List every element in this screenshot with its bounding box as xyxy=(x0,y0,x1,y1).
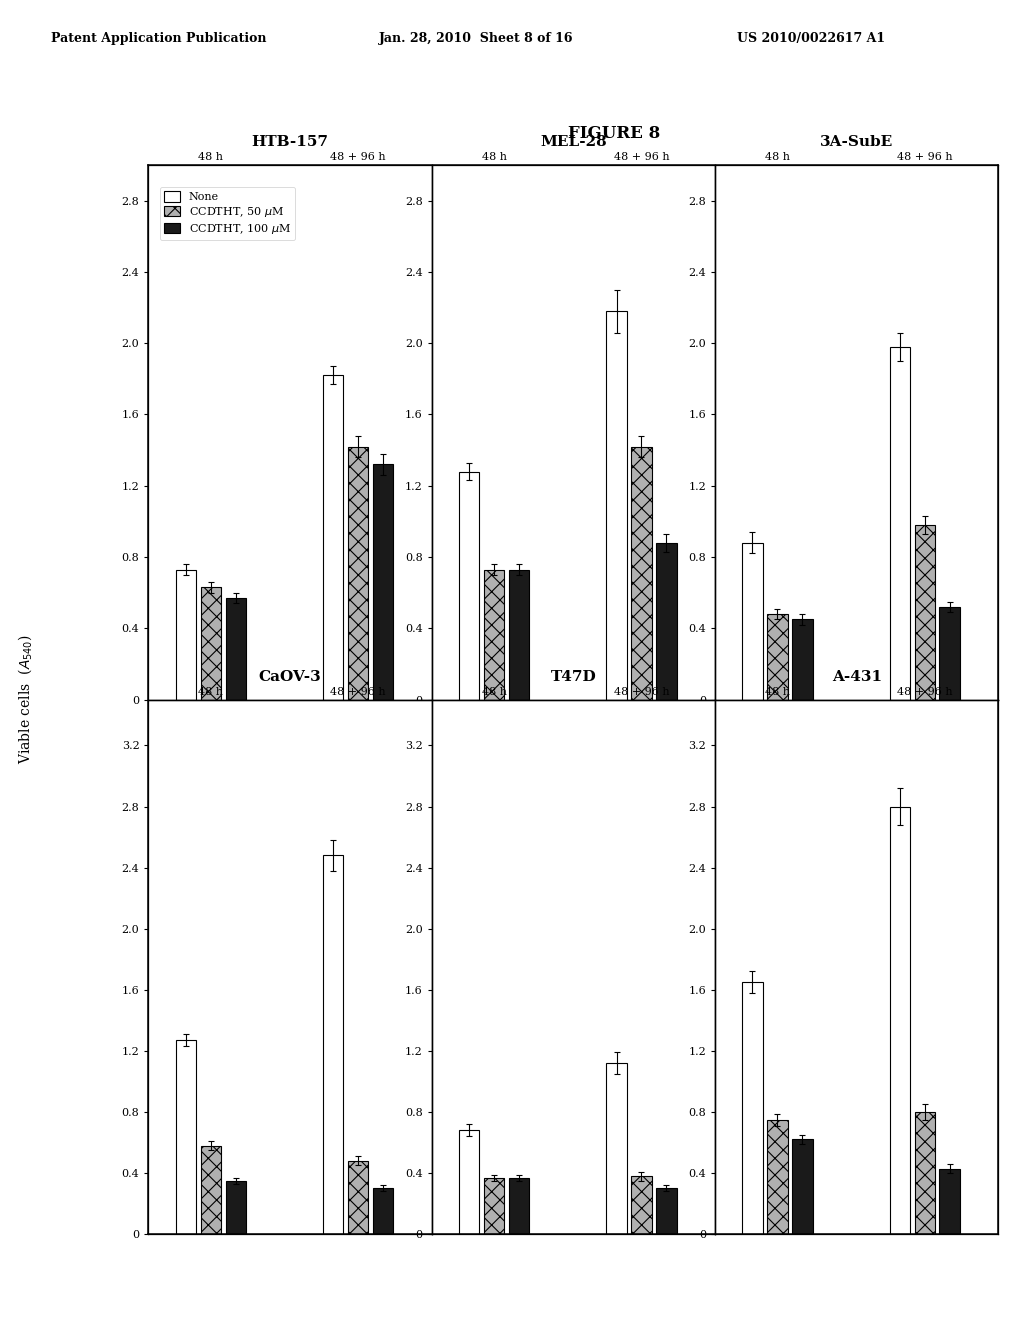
Bar xyxy=(742,982,763,1234)
Bar xyxy=(509,1177,529,1234)
Bar xyxy=(201,1146,221,1234)
Text: 48 + 96 h: 48 + 96 h xyxy=(613,686,670,697)
Bar xyxy=(914,1111,935,1234)
Bar xyxy=(606,312,627,700)
Bar xyxy=(484,569,504,700)
Bar xyxy=(176,1040,196,1234)
Text: Patent Application Publication: Patent Application Publication xyxy=(51,32,266,45)
Bar xyxy=(484,1177,504,1234)
Bar xyxy=(459,1130,479,1234)
Text: 48 h: 48 h xyxy=(765,152,790,162)
Text: 48 + 96 h: 48 + 96 h xyxy=(331,686,386,697)
Text: Viable cells  ($A_{540}$): Viable cells ($A_{540}$) xyxy=(16,635,35,764)
Bar xyxy=(323,855,343,1234)
Text: 48 + 96 h: 48 + 96 h xyxy=(613,152,670,162)
Text: Jan. 28, 2010  Sheet 8 of 16: Jan. 28, 2010 Sheet 8 of 16 xyxy=(379,32,573,45)
Bar xyxy=(631,446,651,700)
Bar xyxy=(459,471,479,700)
Text: FIGURE 8: FIGURE 8 xyxy=(568,125,660,143)
Bar xyxy=(348,446,369,700)
Bar xyxy=(373,1188,393,1234)
Bar xyxy=(323,375,343,700)
Bar xyxy=(606,1063,627,1234)
Bar xyxy=(890,347,910,700)
Text: MEL-28: MEL-28 xyxy=(540,135,607,149)
Bar xyxy=(793,619,813,700)
Bar xyxy=(656,543,677,700)
Text: 48 + 96 h: 48 + 96 h xyxy=(331,152,386,162)
Text: 48 + 96 h: 48 + 96 h xyxy=(897,686,952,697)
Text: 48 h: 48 h xyxy=(481,686,507,697)
Bar xyxy=(176,569,196,700)
Bar xyxy=(225,1180,246,1234)
Bar xyxy=(767,614,787,700)
Legend: None, CCDTHT, 50 $\mu$M, CCDTHT, 100 $\mu$M: None, CCDTHT, 50 $\mu$M, CCDTHT, 100 $\m… xyxy=(160,186,295,240)
Bar xyxy=(656,1188,677,1234)
Text: A-431: A-431 xyxy=(831,669,882,684)
Bar xyxy=(348,1160,369,1234)
Text: HTB-157: HTB-157 xyxy=(252,135,329,149)
Text: 48 h: 48 h xyxy=(765,686,790,697)
Bar xyxy=(742,543,763,700)
Text: 3A-SubE: 3A-SubE xyxy=(820,135,893,149)
Text: 48 h: 48 h xyxy=(199,686,223,697)
Bar xyxy=(201,587,221,700)
Bar xyxy=(939,607,959,700)
Bar xyxy=(890,807,910,1234)
Text: US 2010/0022617 A1: US 2010/0022617 A1 xyxy=(737,32,886,45)
Text: CaOV-3: CaOV-3 xyxy=(259,669,322,684)
Bar xyxy=(225,598,246,700)
Bar xyxy=(767,1119,787,1234)
Bar xyxy=(373,465,393,700)
Bar xyxy=(631,1176,651,1234)
Text: 48 + 96 h: 48 + 96 h xyxy=(897,152,952,162)
Bar xyxy=(509,569,529,700)
Bar xyxy=(914,525,935,700)
Bar xyxy=(939,1168,959,1234)
Text: T47D: T47D xyxy=(551,669,596,684)
Text: 48 h: 48 h xyxy=(199,152,223,162)
Text: 48 h: 48 h xyxy=(481,152,507,162)
Bar xyxy=(793,1139,813,1234)
